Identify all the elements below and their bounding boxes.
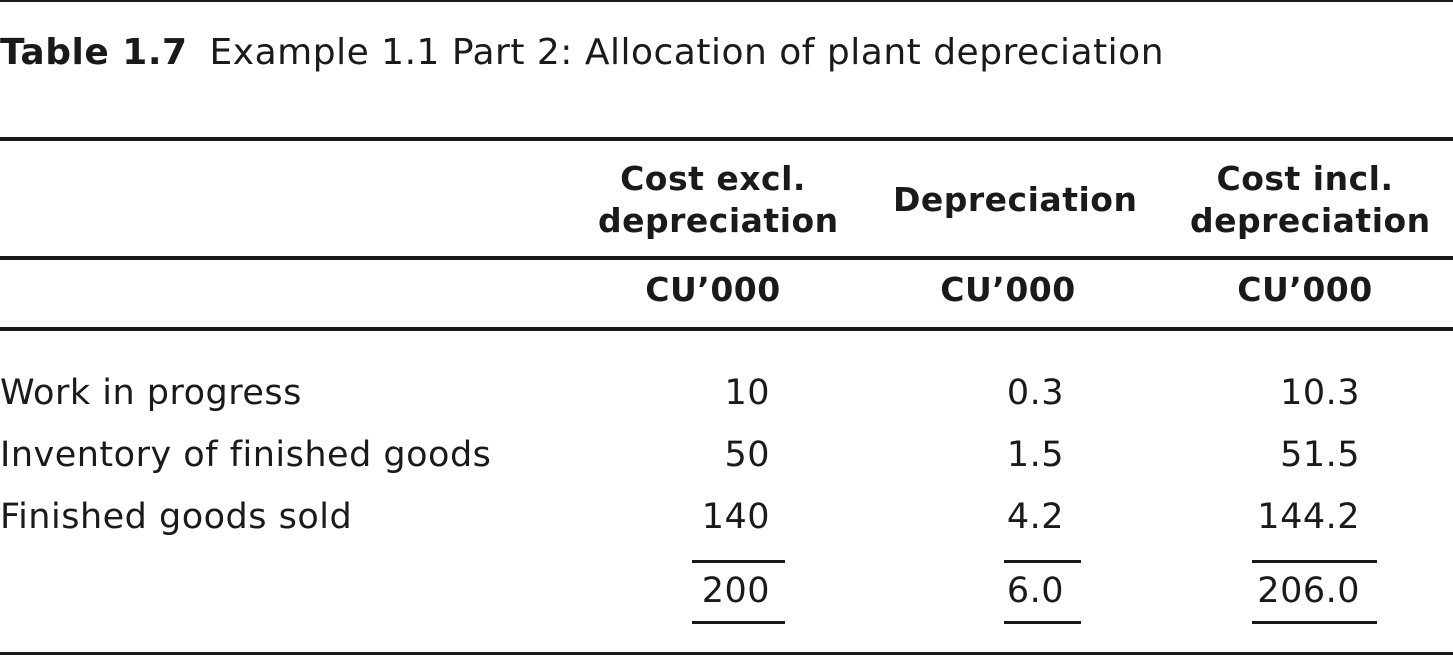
column-header-line: depreciation (598, 201, 839, 240)
cell-value: 140 (701, 497, 770, 537)
unit-label: CU’000 (645, 270, 781, 309)
column-header-line: Depreciation (893, 180, 1138, 219)
total-value: 206.0 (1257, 571, 1360, 611)
total-value: 6.0 (1006, 571, 1064, 611)
total-rule (1252, 621, 1377, 624)
table-caption: Table 1.7 Example 1.1 Part 2: Allocation … (0, 32, 1164, 73)
header-mid-rule (0, 256, 1453, 260)
row-label: Work in progress (0, 373, 302, 413)
cell-value: 144.2 (1257, 497, 1360, 537)
header-bottom-rule (0, 327, 1453, 331)
cell-value: 1.5 (1006, 435, 1064, 475)
cell-value: 4.2 (1006, 497, 1064, 537)
row-label: Inventory of finished goods (0, 435, 492, 475)
unit-label: CU’000 (940, 270, 1076, 309)
total-rule (1004, 621, 1081, 624)
cell-value: 50 (724, 435, 770, 475)
total-value: 200 (701, 571, 770, 611)
column-header-line: depreciation (1190, 201, 1431, 240)
cell-value: 10 (724, 373, 770, 413)
cell-value: 10.3 (1280, 373, 1360, 413)
cell-value: 51.5 (1280, 435, 1360, 475)
table-title: Example 1.1 Part 2: Allocation of plant … (209, 32, 1165, 73)
subtotal-rule (692, 560, 785, 563)
top-rule (0, 0, 1453, 2)
cell-value: 0.3 (1006, 373, 1064, 413)
subtotal-rule (1252, 560, 1377, 563)
header-top-rule (0, 137, 1453, 141)
column-header-line: Cost excl. (620, 159, 806, 198)
column-header-depreciation: Depreciation (893, 179, 1138, 221)
column-header-line: Cost incl. (1216, 159, 1394, 198)
row-label: Finished goods sold (0, 497, 353, 537)
table-number: Table 1.7 (0, 32, 188, 73)
subtotal-rule (1004, 560, 1081, 563)
column-header-cost-excl: Cost excl. depreciation (598, 158, 839, 242)
column-header-cost-incl: Cost incl. depreciation (1190, 158, 1431, 242)
bottom-rule (0, 652, 1453, 655)
total-rule (692, 621, 785, 624)
unit-label: CU’000 (1237, 270, 1373, 309)
